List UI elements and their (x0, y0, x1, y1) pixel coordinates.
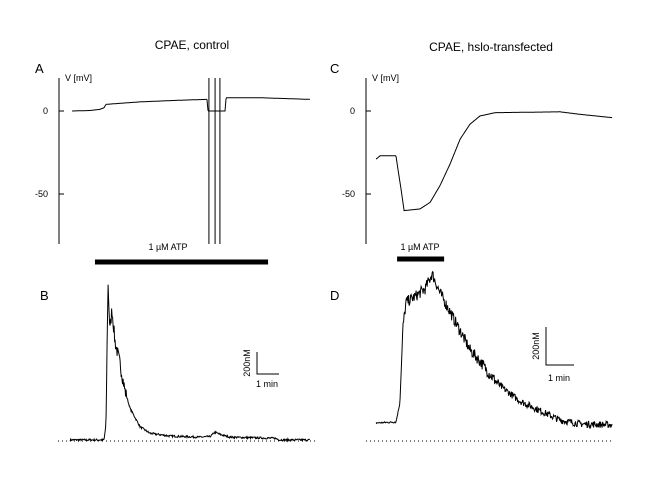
trace-a-membrane-potential (72, 97, 310, 112)
trace-d-calcium (375, 270, 613, 430)
y-label-a: V [mV] (65, 73, 92, 83)
scalebar-b-x-label: 1 min (256, 379, 278, 389)
scalebar-b-y-label: 200nM (242, 349, 252, 377)
panel-label-d: D (330, 288, 339, 303)
panel-label-c: C (330, 61, 339, 76)
title-hslo: CPAE, hslo-transfected (429, 40, 553, 54)
scalebar-d-y-label: 200nM (531, 332, 541, 360)
y-tick-label-a-50: -50 (35, 189, 48, 199)
y-tick-label-c-50: -50 (342, 189, 355, 199)
scalebar-d: 200nM 1 min (531, 327, 574, 383)
scalebar-d-x-label: 1 min (548, 373, 570, 383)
trace-c-membrane-potential (375, 111, 613, 212)
panel-label-b: B (40, 288, 49, 303)
y-tick-label-c-0: 0 (350, 106, 355, 116)
trace-b-calcium (69, 284, 310, 443)
scalebar-b: 200nM 1 min (242, 349, 279, 389)
stimulus-label-a: 1 µM ATP (148, 242, 187, 252)
stimulus-label-c: 1 µM ATP (400, 242, 439, 252)
title-control: CPAE, control (155, 38, 229, 52)
y-tick-label-a-0: 0 (43, 106, 48, 116)
panel-label-a: A (35, 61, 44, 76)
y-label-c: V [mV] (372, 73, 399, 83)
